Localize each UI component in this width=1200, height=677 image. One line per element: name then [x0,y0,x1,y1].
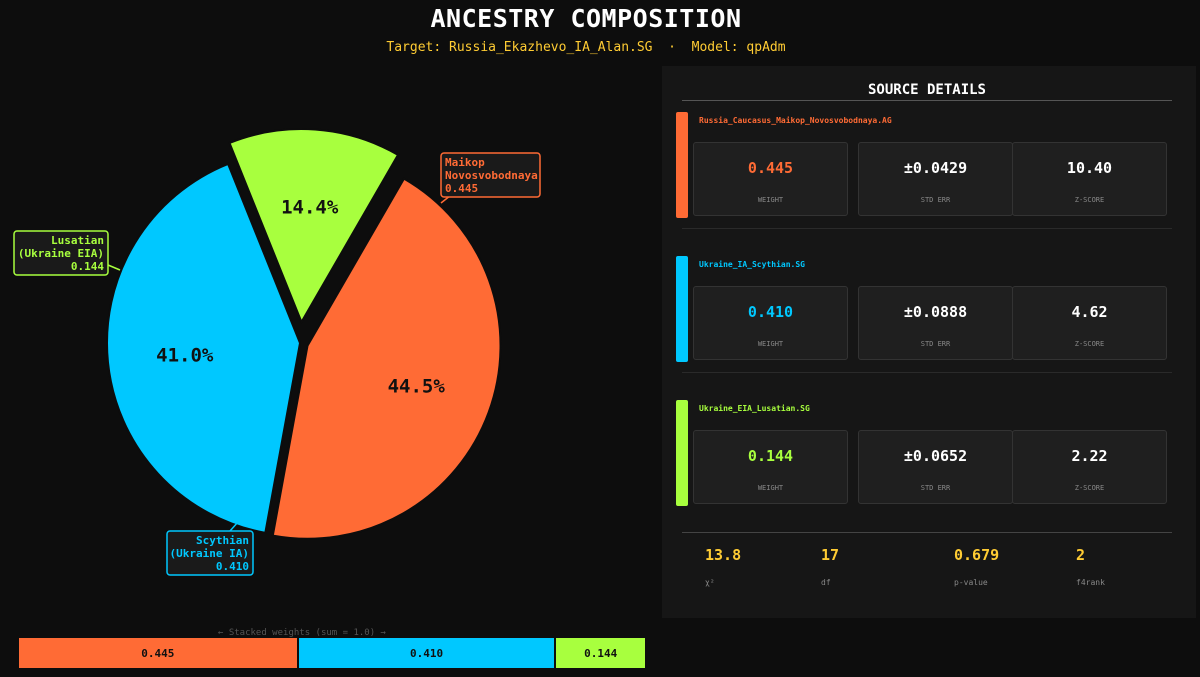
weight-stat: 0.445 WEIGHT [693,142,848,216]
std-err-value: ±0.0429 [903,159,968,177]
weight-stat: 0.144 WEIGHT [693,430,848,504]
pie-pct-label-1: 41.0% [156,345,214,367]
pie-slice-0 [271,177,502,540]
std-err-label: STD ERR [920,196,951,204]
panel-title: SOURCE DETAILS [867,82,986,98]
z-score-value: 10.40 [1066,159,1113,177]
z-score-label: Z-SCORE [1074,196,1105,204]
source-name: Ukraine_IA_Scythian.SG [699,260,805,269]
weight-label: WEIGHT [757,340,784,348]
stack-segment-scythian: 0.410 [298,638,555,668]
std-err-value: ±0.0652 [903,447,968,465]
df-label: df [821,578,831,587]
stack-segment-maikop: 0.445 [19,638,297,668]
callout-text-2-1: (Ukraine EIA) [18,247,104,260]
fit-f4rank: 2 f4rank [1076,546,1105,587]
std-err-value: ±0.0888 [903,303,968,321]
pie-slice-1 [106,162,302,535]
callout-line-2 [107,264,121,271]
std-err-label: STD ERR [920,484,951,492]
weight-stat: 0.410 WEIGHT [693,286,848,360]
fit-df: 17 df [821,546,839,587]
z-score-label: Z-SCORE [1074,340,1105,348]
z-score-value: 2.22 [1071,447,1108,465]
pie-pct-label-2: 14.4% [281,197,339,219]
callout-text-0-1: Novosvobodnaya [445,169,538,182]
p-value-label: p-value [954,578,988,587]
callout-text-0-2: 0.445 [445,182,478,195]
weight-label: WEIGHT [757,484,784,492]
z-score-stat: 4.62 Z-SCORE [1012,286,1167,360]
source-color-bar [676,256,688,362]
z-score-label: Z-SCORE [1074,484,1105,492]
std-err-stat: ±0.0888 STD ERR [858,286,1013,360]
stacked-weights-label: ← Stacked weights (sum = 1.0) → [218,628,386,638]
pie-pct-label-0: 44.5% [388,376,446,398]
pie-slice-2 [228,128,400,325]
callout-text-0-0: Maikop [445,156,485,169]
source-separator [682,372,1172,373]
source-details-panel: SOURCE DETAILS Russia_Caucasus_Maikop_No… [662,66,1196,618]
z-score-value: 4.62 [1071,303,1108,321]
source-card-maikop: Russia_Caucasus_Maikop_Novosvobodnaya.AG… [662,112,1196,220]
callout-line-1 [229,521,239,532]
fit-chi2: 13.8 χ² [705,546,741,587]
source-color-bar [676,112,688,218]
stack-segment-lusatian: 0.144 [556,638,645,668]
callout-box-2 [13,230,109,276]
source-card-scythian: Ukraine_IA_Scythian.SG 0.410 WEIGHT ±0.0… [662,256,1196,364]
callout-box-0 [440,152,541,198]
z-score-stat: 10.40 Z-SCORE [1012,142,1167,216]
panel-title-rule [682,100,1172,101]
callout-text-1-2: 0.410 [216,560,249,573]
source-name: Ukraine_EIA_Lusatian.SG [699,404,810,413]
callout-text-1-0: Scythian [196,534,249,547]
weight-label: WEIGHT [757,196,784,204]
ancestry-pie-chart: 44.5% 41.0% 14.4% MaikopNovosvobodnaya0.445… [13,128,541,576]
weight-value: 0.144 [747,447,794,465]
std-err-stat: ±0.0652 STD ERR [858,430,1013,504]
source-card-lusatian: Ukraine_EIA_Lusatian.SG 0.144 WEIGHT ±0.… [662,400,1196,508]
callout-box-1 [166,530,254,576]
fit-stats-rule [682,532,1172,533]
p-value-value: 0.679 [954,546,1000,564]
callout-text-2-2: 0.144 [71,260,104,273]
f4rank-value: 2 [1076,546,1086,564]
df-value: 17 [821,546,840,564]
std-err-stat: ±0.0429 STD ERR [858,142,1013,216]
fit-p-value: 0.679 p-value [954,546,999,587]
callout-text-1-1: (Ukraine IA) [170,547,249,560]
source-color-bar [676,400,688,506]
weight-value: 0.445 [747,159,794,177]
std-err-label: STD ERR [920,340,951,348]
source-separator [682,228,1172,229]
chi2-value: 13.8 [705,546,742,564]
z-score-stat: 2.22 Z-SCORE [1012,430,1167,504]
page-title: ANCESTRY COMPOSITION [430,4,742,33]
source-name: Russia_Caucasus_Maikop_Novosvobodnaya.AG [699,116,892,125]
weight-value: 0.410 [747,303,794,321]
f4rank-label: f4rank [1076,578,1105,587]
callout-text-2-0: Lusatian [51,234,104,247]
page-subtitle: Target: Russia_Ekazhevo_IA_Alan.SG · Mod… [386,40,786,55]
chi2-label: χ² [705,578,715,587]
